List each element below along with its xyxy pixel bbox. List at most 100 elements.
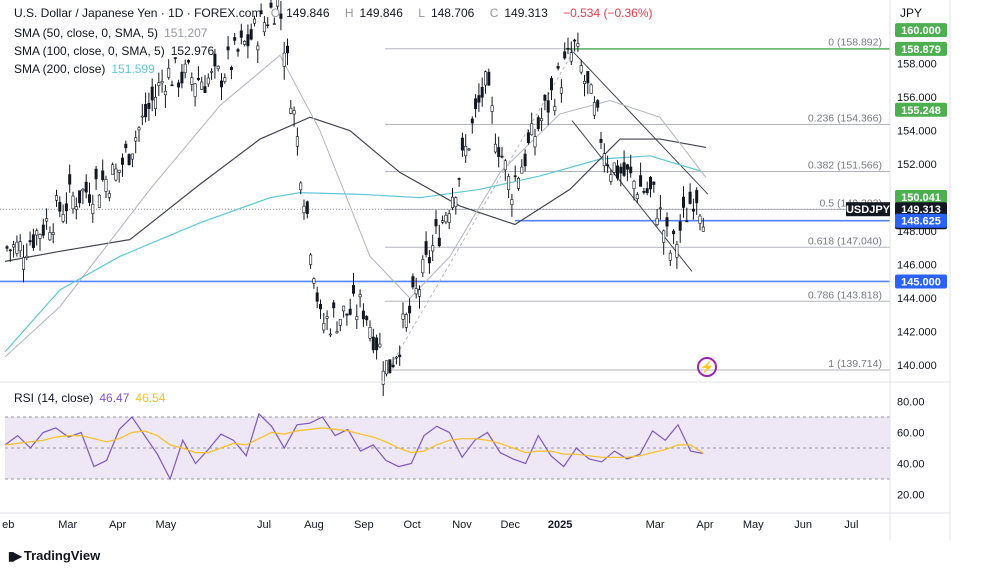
candle-body	[569, 52, 573, 62]
sma100-legend[interactable]: SMA (100, close, 0, SMA, 5) 152.976	[14, 44, 220, 58]
sma-100-line[interactable]	[4, 116, 707, 262]
sma50-value: 151.207	[164, 26, 208, 40]
sma-50-line[interactable]	[4, 54, 707, 358]
candle-body	[289, 107, 293, 114]
candle-body	[68, 174, 72, 185]
candle-body	[642, 191, 646, 193]
time-tick-label: eb	[2, 519, 14, 531]
candle-body	[520, 166, 524, 174]
price-label-box	[895, 102, 947, 117]
price-label: 158.879	[901, 44, 941, 56]
candle-body	[417, 289, 421, 297]
candle-body	[589, 84, 593, 94]
candle-body	[97, 194, 101, 208]
candle-body	[114, 168, 118, 181]
channel-upper[interactable]	[569, 48, 709, 195]
candles[interactable]	[5, 0, 705, 396]
candle-body	[318, 303, 322, 310]
candle-body	[688, 191, 692, 204]
candle-body	[490, 105, 494, 112]
candle-body	[15, 241, 19, 254]
sma50-legend[interactable]: SMA (50, close, 0, SMA, 5) 151.207	[14, 26, 213, 40]
candle-body	[101, 170, 105, 181]
candle-body	[404, 314, 408, 328]
sma-200-line[interactable]	[4, 155, 701, 353]
candle-body	[213, 53, 217, 67]
brand-logo[interactable]: ▮▶ TradingView	[8, 548, 100, 563]
candle-body	[173, 57, 177, 59]
candle-body	[94, 168, 98, 180]
candle-body	[332, 302, 336, 309]
time-tick-label: May	[743, 519, 764, 531]
candle-body	[645, 188, 649, 193]
price-tick-label: 156.000	[897, 92, 937, 104]
candle-body	[549, 78, 553, 91]
fib-level-label: 0 (158.892)	[828, 37, 882, 49]
symbol-price-box	[846, 202, 890, 217]
rsi-ma-line[interactable]	[4, 427, 704, 458]
candle-body	[695, 190, 699, 204]
price-label-box	[895, 213, 947, 228]
time-tick-label: Dec	[500, 519, 520, 531]
price-tick-label: 152.000	[897, 159, 937, 171]
time-tick-label: Apr	[696, 519, 713, 531]
candle-body	[450, 196, 454, 209]
close-label: C	[489, 6, 499, 20]
candle-body	[513, 175, 517, 178]
candle-body	[467, 148, 471, 151]
candle-body	[483, 71, 487, 86]
currency-label[interactable]: JPY	[900, 6, 923, 20]
price-tick-label: 142.000	[897, 327, 937, 339]
change-value: −0.534 (−0.36%)	[563, 6, 653, 20]
rsi-pane[interactable]	[4, 412, 890, 481]
candle-body	[177, 82, 181, 88]
candle-body	[292, 110, 296, 115]
rsi-tick-label: 60.00	[897, 428, 925, 440]
symbol-title[interactable]: U.S. Dollar / Japanese Yen · 1D · FOREX.…	[14, 6, 262, 20]
rsi-line[interactable]	[4, 412, 704, 481]
flash-icon[interactable]: ⚡	[697, 357, 717, 377]
sma200-legend[interactable]: SMA (200, close) 151.599	[14, 62, 161, 76]
candle-body	[121, 157, 125, 165]
candle-body	[516, 178, 520, 189]
open-value: 149.846	[286, 6, 330, 20]
price-label: 149.313	[901, 204, 941, 216]
candle-body	[315, 292, 319, 302]
symbol-header: U.S. Dollar / Japanese Yen · 1D · FOREX.…	[14, 6, 659, 20]
candle-body	[523, 153, 527, 167]
candle-body	[124, 143, 128, 149]
candle-body	[606, 164, 610, 167]
price-tick-label: 144.000	[897, 293, 937, 305]
candle-body	[28, 240, 32, 243]
price-label: 155.248	[901, 105, 941, 117]
candle-body	[154, 96, 158, 109]
candle-body	[698, 215, 702, 224]
candle-body	[596, 100, 600, 108]
candle-body	[619, 166, 623, 174]
candle-body	[190, 77, 194, 85]
candle-body	[437, 237, 441, 247]
candle-body	[249, 29, 253, 40]
candle-body	[464, 145, 468, 157]
candle-body	[421, 259, 425, 274]
fib-level-label: 1 (139.714)	[828, 358, 882, 370]
candle-body	[246, 34, 250, 47]
price-label-box	[895, 190, 947, 205]
low-label: L	[418, 6, 425, 20]
candle-body	[361, 310, 365, 320]
candle-body	[239, 30, 243, 38]
channel-lower[interactable]	[571, 120, 693, 272]
candle-body	[355, 316, 359, 320]
candle-body	[662, 230, 666, 243]
time-tick-label: Apr	[109, 519, 126, 531]
fib-level-label: 0.786 (143.818)	[808, 289, 882, 301]
sma100-value: 152.976	[170, 44, 215, 58]
candle-body	[672, 230, 676, 235]
candle-body	[388, 359, 392, 374]
candle-body	[54, 195, 58, 201]
price-pane[interactable]: 0 (158.892) 0.236 (154.366) 0.382 (151.566…	[0, 0, 890, 396]
candle-body	[648, 176, 652, 190]
candle-body	[183, 63, 187, 74]
rsi-legend[interactable]: RSI (14, close) 46.47 46.54	[14, 391, 171, 405]
candle-body	[576, 43, 580, 47]
